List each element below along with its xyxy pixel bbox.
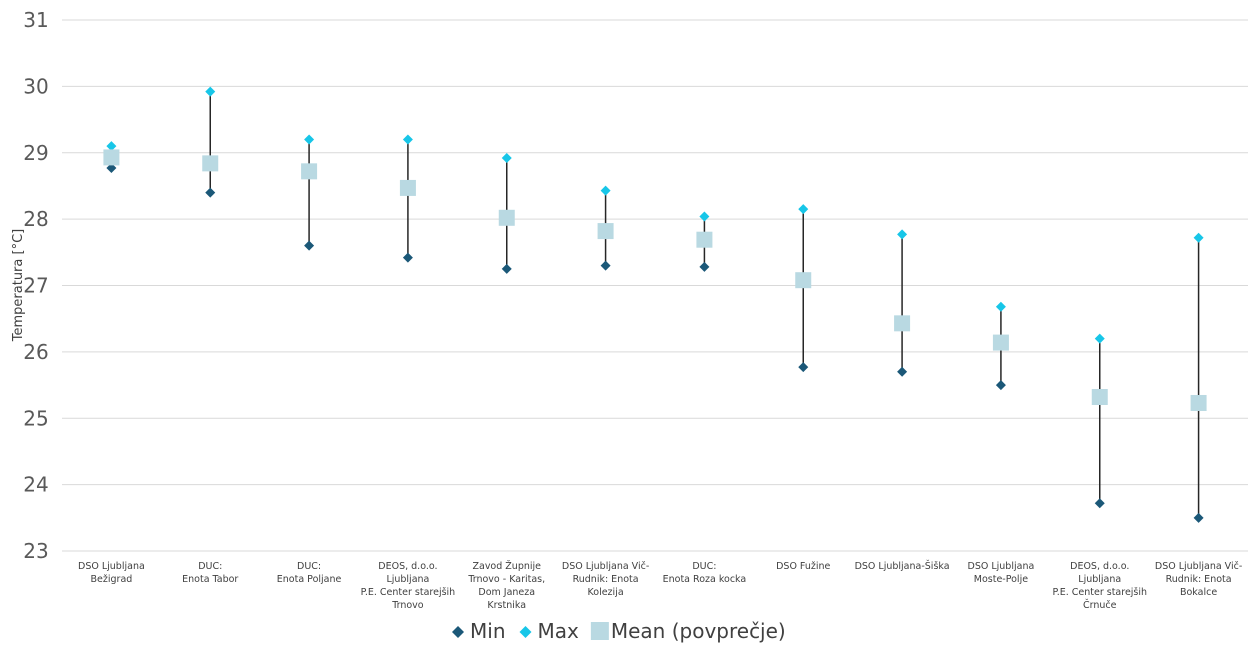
gridlines — [62, 19, 1248, 552]
x-tick-label: DUC: Enota Roza kocka — [663, 561, 747, 585]
max-marker — [205, 86, 216, 97]
y-tick-label: 26 — [23, 340, 48, 364]
x-tick-label: DUC: Enota Tabor — [182, 561, 238, 585]
x-tick-label: DSO Ljubljana Bežigrad — [78, 561, 145, 585]
x-tick-label: DSO Fužine — [776, 561, 830, 572]
y-tick-label: 30 — [23, 74, 48, 98]
max-marker — [304, 134, 315, 145]
mean-marker — [597, 223, 614, 240]
legend-marker — [590, 622, 609, 640]
max-marker — [600, 185, 611, 196]
max-marker — [897, 229, 908, 240]
legend: Min Max Mean (povprečje) — [452, 619, 786, 643]
min-marker — [600, 260, 611, 271]
y-tick-labels: 23 24 25 26 27 28 29 30 31 — [23, 8, 48, 563]
min-marker — [106, 163, 117, 174]
max-marker — [501, 153, 512, 164]
max-marker — [106, 141, 117, 152]
min-marker — [897, 366, 908, 377]
x-tick-label: DEOS, d.o.o. Ljubljana P.E. Center starejš… — [1052, 561, 1147, 611]
y-tick-label: 23 — [23, 539, 48, 563]
max-marker — [402, 134, 413, 145]
y-axis-label: Temperatura [°C] — [11, 229, 26, 342]
min-marker — [304, 240, 315, 251]
min-marker — [1094, 498, 1105, 509]
x-tick-labels: DSO Ljubljana Bežigrad DUC: Enota Tabor DUC:… — [78, 560, 1242, 611]
min-marker — [205, 187, 216, 198]
mean-marker — [202, 155, 219, 172]
min-marker — [501, 263, 512, 274]
mean-marker — [103, 149, 120, 166]
x-tick-label: DSO Ljubljana Vič-Rudnik: Enota Kolezija — [562, 561, 649, 598]
mean-marker — [894, 315, 911, 332]
x-tick-label: DSO Ljubljana Moste-Polje — [968, 561, 1035, 585]
y-tick-label: 25 — [23, 406, 48, 430]
min-marker — [995, 380, 1006, 391]
y-tick-label: 29 — [23, 141, 48, 165]
mean-marker — [399, 179, 416, 196]
min-max-lines — [110, 91, 1200, 518]
legend-marker — [519, 626, 532, 638]
x-tick-label: Zavod Župnije Trnovo - Karitas, Dom Janeza… — [467, 560, 545, 611]
x-tick-label: DEOS, d.o.o. Ljubljana P.E. Center starejš… — [361, 561, 456, 611]
x-tick-label: DSO Ljubljana-Šiška — [855, 560, 950, 572]
y-tick-label: 31 — [23, 8, 48, 32]
mean-marker — [992, 334, 1009, 351]
mean-marker — [301, 163, 318, 180]
x-tick-label: DUC: Enota Poljane — [277, 561, 342, 585]
legend-label: Mean (povprečje) — [611, 619, 786, 643]
max-marker — [1094, 333, 1105, 344]
mean-marker — [696, 231, 713, 248]
x-tick-label: DSO Ljubljana Vič-Rudnik: Enota Bokalce — [1155, 561, 1242, 598]
min-marker — [699, 261, 710, 272]
mean-marker — [1091, 389, 1108, 406]
max-marker — [995, 301, 1006, 312]
mean-marker — [1190, 394, 1207, 411]
min-marker — [1193, 512, 1204, 523]
y-tick-label: 28 — [23, 207, 48, 231]
max-marker — [699, 211, 710, 222]
min-marker — [402, 252, 413, 263]
max-marker — [798, 204, 809, 215]
mean-marker — [795, 272, 812, 289]
y-tick-label: 24 — [23, 473, 48, 497]
max-marker — [1193, 232, 1204, 243]
min-marker — [798, 362, 809, 373]
legend-label: Max — [538, 619, 580, 643]
mean-marker — [498, 209, 515, 226]
y-tick-label: 27 — [23, 274, 48, 298]
markers — [103, 86, 1207, 523]
legend-label: Min — [470, 619, 506, 643]
legend-marker — [452, 626, 464, 638]
